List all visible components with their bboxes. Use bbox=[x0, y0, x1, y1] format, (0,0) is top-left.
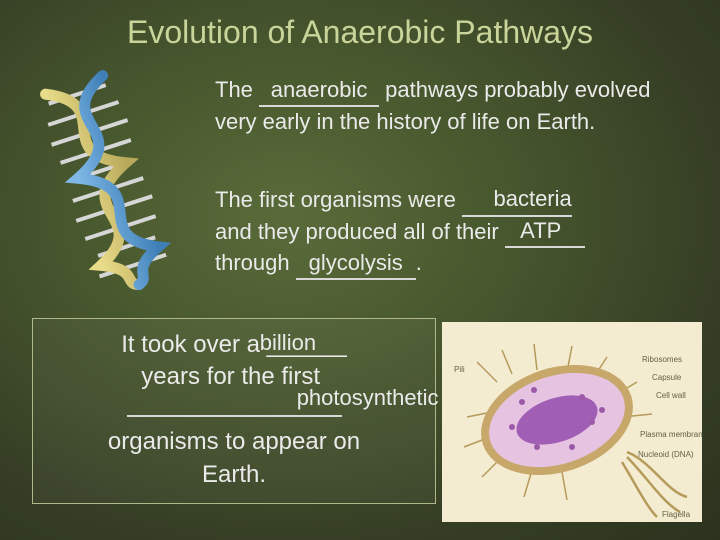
box-l5: Earth. bbox=[45, 459, 423, 491]
dna-image bbox=[10, 70, 200, 290]
blank-photosynthetic: photosynthetic bbox=[297, 383, 439, 413]
p2-l3a: through bbox=[215, 250, 296, 275]
svg-text:Cell wall: Cell wall bbox=[656, 391, 686, 400]
blank-atp: ATP bbox=[520, 216, 561, 246]
blank-empty-line bbox=[127, 415, 342, 417]
p2-l3b: . bbox=[416, 250, 422, 275]
p1-pre: The bbox=[215, 77, 259, 102]
bacterium-image: Ribosomes Capsule Cell wall Plasma membr… bbox=[442, 322, 702, 522]
svg-text:Capsule: Capsule bbox=[652, 373, 682, 382]
boxed-paragraph: It took over a ______billion years for t… bbox=[32, 318, 436, 504]
blank-glycolysis: glycolysis bbox=[296, 248, 416, 280]
box-l1a: It took over bbox=[121, 331, 246, 358]
p2-l2a: and they produced all of their bbox=[215, 219, 505, 244]
blank-anaerobic: anaerobic bbox=[259, 75, 379, 107]
blank-bacteria: bacteria bbox=[493, 184, 571, 214]
blank-billion: billion bbox=[260, 328, 316, 358]
box-l4: organisms to appear on bbox=[45, 426, 423, 458]
svg-text:Flagella: Flagella bbox=[662, 510, 691, 519]
svg-text:Ribosomes: Ribosomes bbox=[642, 355, 682, 364]
paragraph-2: The first organisms were bacteria and th… bbox=[215, 185, 685, 280]
paragraph-1: The anaerobic pathways probably evolved … bbox=[215, 75, 665, 136]
slide-title: Evolution of Anaerobic Pathways bbox=[0, 14, 720, 51]
svg-text:Plasma membrane: Plasma membrane bbox=[640, 430, 702, 439]
svg-text:Pili: Pili bbox=[454, 365, 465, 374]
svg-text:Nucleoid (DNA): Nucleoid (DNA) bbox=[638, 450, 694, 459]
slide: Evolution of Anaerobic Pathways bbox=[0, 0, 720, 540]
p2-l1a: The first organisms were bbox=[215, 187, 462, 212]
